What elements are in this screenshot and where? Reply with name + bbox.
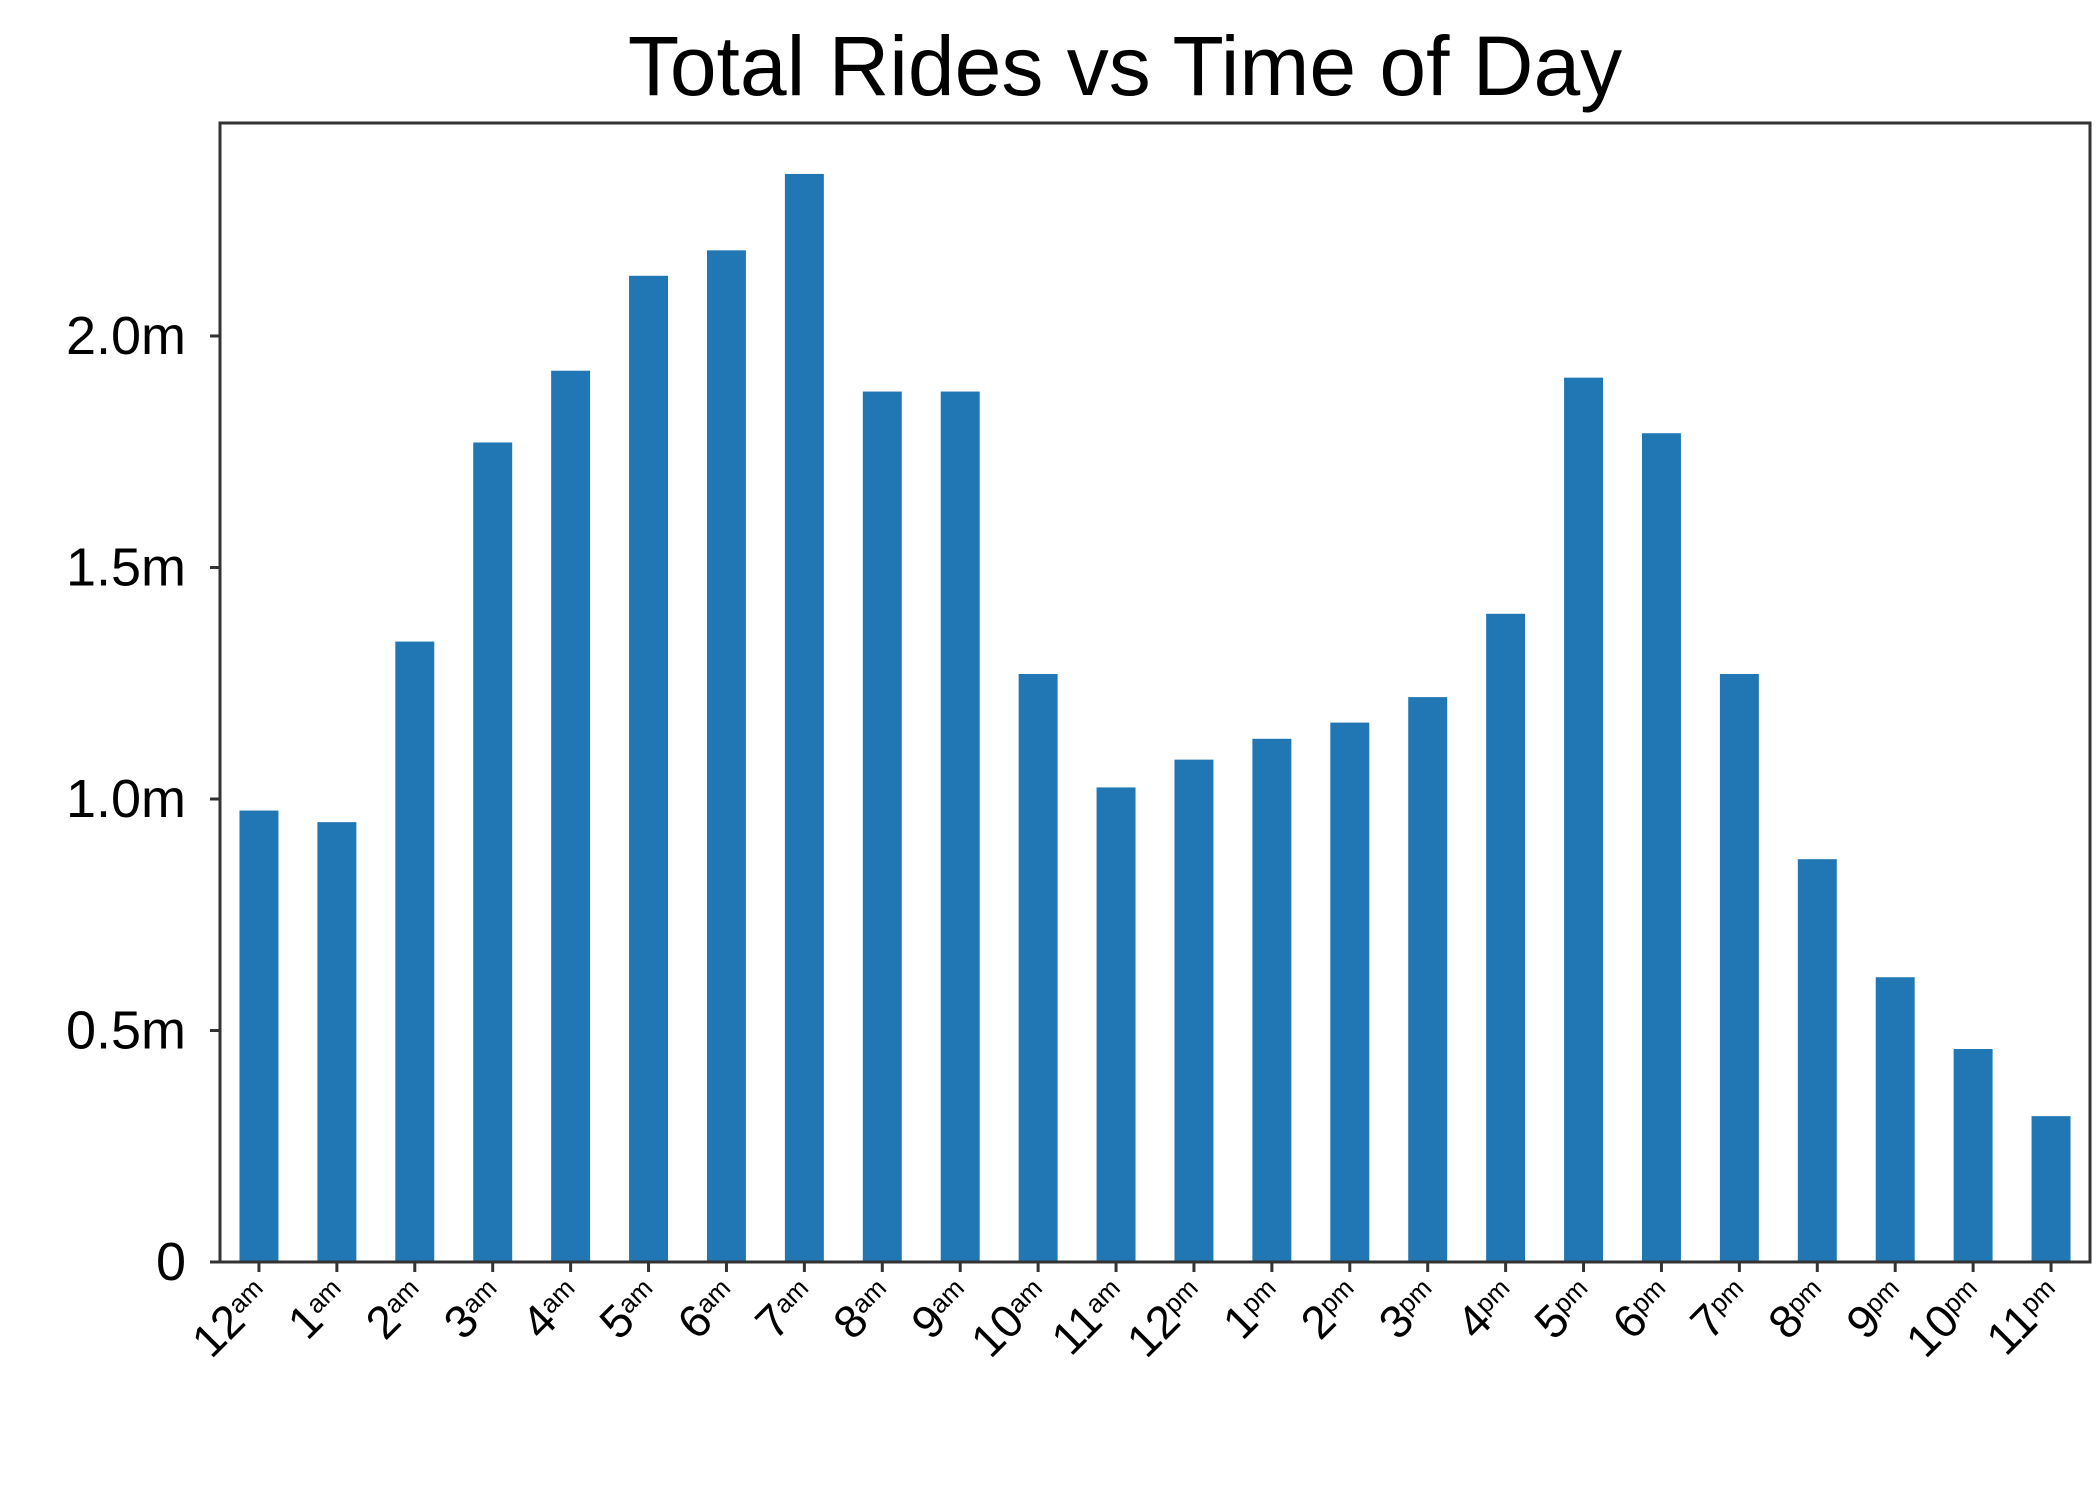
y-axis: 0 0.5m 1.0m 1.5m 2.0m xyxy=(66,306,220,1292)
x-tick-label: 6pm xyxy=(1602,1268,1682,1348)
bar-9pm xyxy=(1875,977,1915,1262)
x-tick-label: 12pm xyxy=(1117,1268,1215,1366)
x-tick-label: 11pm xyxy=(1976,1268,2072,1364)
x-tick-label: 7am xyxy=(745,1268,825,1348)
x-tick-label: 8pm xyxy=(1758,1268,1838,1348)
bar-6am xyxy=(706,250,746,1262)
y-tick-label: 0.5m xyxy=(66,1000,186,1060)
y-tick-label: 1.0m xyxy=(66,769,186,829)
x-tick-label: 3am xyxy=(433,1268,513,1348)
bar-7pm xyxy=(1719,673,1759,1262)
x-axis: 12am 1am 2am 3am 4am 5am 6am 7am 8am 9am10am11am1… xyxy=(182,1262,2072,1367)
bar-6pm xyxy=(1641,433,1681,1262)
x-tick-label: 11am xyxy=(1041,1268,1137,1364)
y-tick-label: 2.0m xyxy=(66,306,186,366)
bars-group xyxy=(239,173,2071,1263)
bar-12am xyxy=(239,810,279,1262)
bar-8pm xyxy=(1797,859,1837,1262)
bar-10pm xyxy=(1953,1049,1993,1262)
chart-title: Total Rides vs Time of Day xyxy=(628,19,1622,113)
x-tick-label: 3pm xyxy=(1368,1268,1448,1348)
bar-8am xyxy=(862,391,902,1263)
bar-2pm xyxy=(1330,722,1370,1262)
plot-frame xyxy=(218,121,2092,1264)
x-tick-label: 12am xyxy=(182,1268,280,1366)
bar-3pm xyxy=(1408,697,1448,1262)
bar-5pm xyxy=(1564,377,1604,1262)
x-tick-label: 10pm xyxy=(1896,1268,1994,1366)
bar-1pm xyxy=(1252,738,1292,1262)
bar-9am xyxy=(940,391,980,1263)
x-tick-label: 4pm xyxy=(1446,1268,1526,1348)
bar-7am xyxy=(784,173,824,1262)
bar-3am xyxy=(473,442,513,1263)
bar-4pm xyxy=(1486,613,1526,1262)
x-tick-label: 4am xyxy=(511,1268,591,1348)
bar-4am xyxy=(551,370,591,1262)
x-tick-label: 10am xyxy=(961,1268,1059,1366)
x-tick-label: 2am xyxy=(355,1268,435,1348)
bar-11am xyxy=(1096,787,1136,1262)
x-tick-label: 5am xyxy=(589,1268,669,1348)
x-tick-label: 7pm xyxy=(1680,1268,1760,1348)
y-tick-label: 0 xyxy=(156,1232,186,1292)
bar-10am xyxy=(1018,673,1058,1262)
x-tick-label: 5pm xyxy=(1524,1268,1604,1348)
bar-12pm xyxy=(1174,759,1214,1262)
bar-2am xyxy=(395,641,435,1262)
x-tick-label: 2pm xyxy=(1290,1268,1370,1348)
x-tick-label: 1am xyxy=(278,1268,358,1348)
y-tick-label: 1.5m xyxy=(66,537,186,597)
bar-5am xyxy=(629,275,669,1262)
bar-11pm xyxy=(2031,1116,2071,1262)
x-tick-label: 8am xyxy=(823,1268,903,1348)
x-tick-label: 1pm xyxy=(1213,1268,1293,1348)
bar-1am xyxy=(317,822,357,1262)
x-tick-label: 6am xyxy=(667,1268,747,1348)
